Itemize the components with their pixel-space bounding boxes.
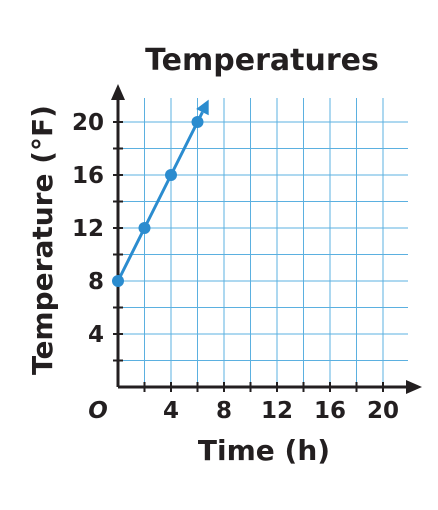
series-arrow <box>196 99 209 116</box>
y-tick-label: 4 <box>88 322 104 348</box>
x-tick-label: 20 <box>367 398 399 424</box>
x-tick-label: 12 <box>261 398 293 424</box>
series <box>112 99 209 287</box>
data-point <box>138 222 151 234</box>
axes <box>111 84 422 394</box>
data-point <box>191 116 204 128</box>
y-tick-label: 12 <box>72 216 104 242</box>
origin-label: O <box>88 398 108 424</box>
series-line <box>116 111 204 282</box>
chart-title: Temperatures <box>145 43 379 78</box>
grid-lines <box>118 98 408 387</box>
data-point <box>165 169 177 181</box>
x-tick-label: 8 <box>216 398 232 424</box>
x-tick-label: 4 <box>163 398 179 424</box>
y-tick-label: 20 <box>72 110 104 136</box>
x-tick-label: 16 <box>314 398 346 424</box>
y-tick-label: 8 <box>88 269 104 295</box>
tick-labels: 4 8 12 16 20 4 8 12 16 20 <box>72 110 399 424</box>
y-tick-label: 16 <box>72 163 104 189</box>
data-point <box>112 275 124 287</box>
y-axis-label: Temperature (°F) <box>26 105 59 375</box>
tick-marks <box>113 121 384 392</box>
x-axis-arrow <box>406 380 422 394</box>
y-axis-arrow <box>111 84 125 100</box>
x-axis-label: Time (h) <box>198 434 330 467</box>
